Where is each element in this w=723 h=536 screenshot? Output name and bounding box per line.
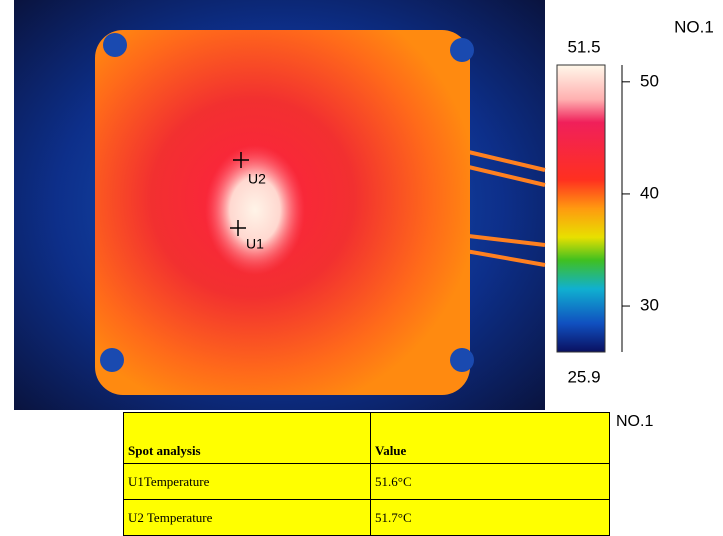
hotspot: [205, 145, 305, 275]
table-cell: 51.6°C: [371, 464, 610, 500]
scale-title: NO.1: [674, 17, 714, 36]
header-cell: Spot analysis: [124, 413, 371, 464]
spot-label: U2: [248, 171, 266, 187]
scale-min: 25.9: [567, 367, 600, 386]
scale-max: 51.5: [567, 37, 600, 56]
color-bar: [557, 65, 605, 352]
table-cell: 51.7°C: [371, 500, 610, 536]
tick-label: 50: [640, 71, 659, 90]
table-title: NO.1: [616, 413, 653, 431]
spot-label: U1: [246, 236, 264, 252]
header-cell: Value: [371, 413, 610, 464]
thermal-view: U2 U1 NO.1 51.5 25.9 30 40 50: [0, 0, 723, 412]
page: U2 U1 NO.1 51.5 25.9 30 40 50 Spot analysi…: [0, 0, 723, 531]
tick-label: 30: [640, 296, 659, 315]
table-cell: U2 Temperature: [124, 500, 371, 536]
table-cell: U1Temperature: [124, 464, 371, 500]
tick-label: 40: [640, 183, 659, 202]
